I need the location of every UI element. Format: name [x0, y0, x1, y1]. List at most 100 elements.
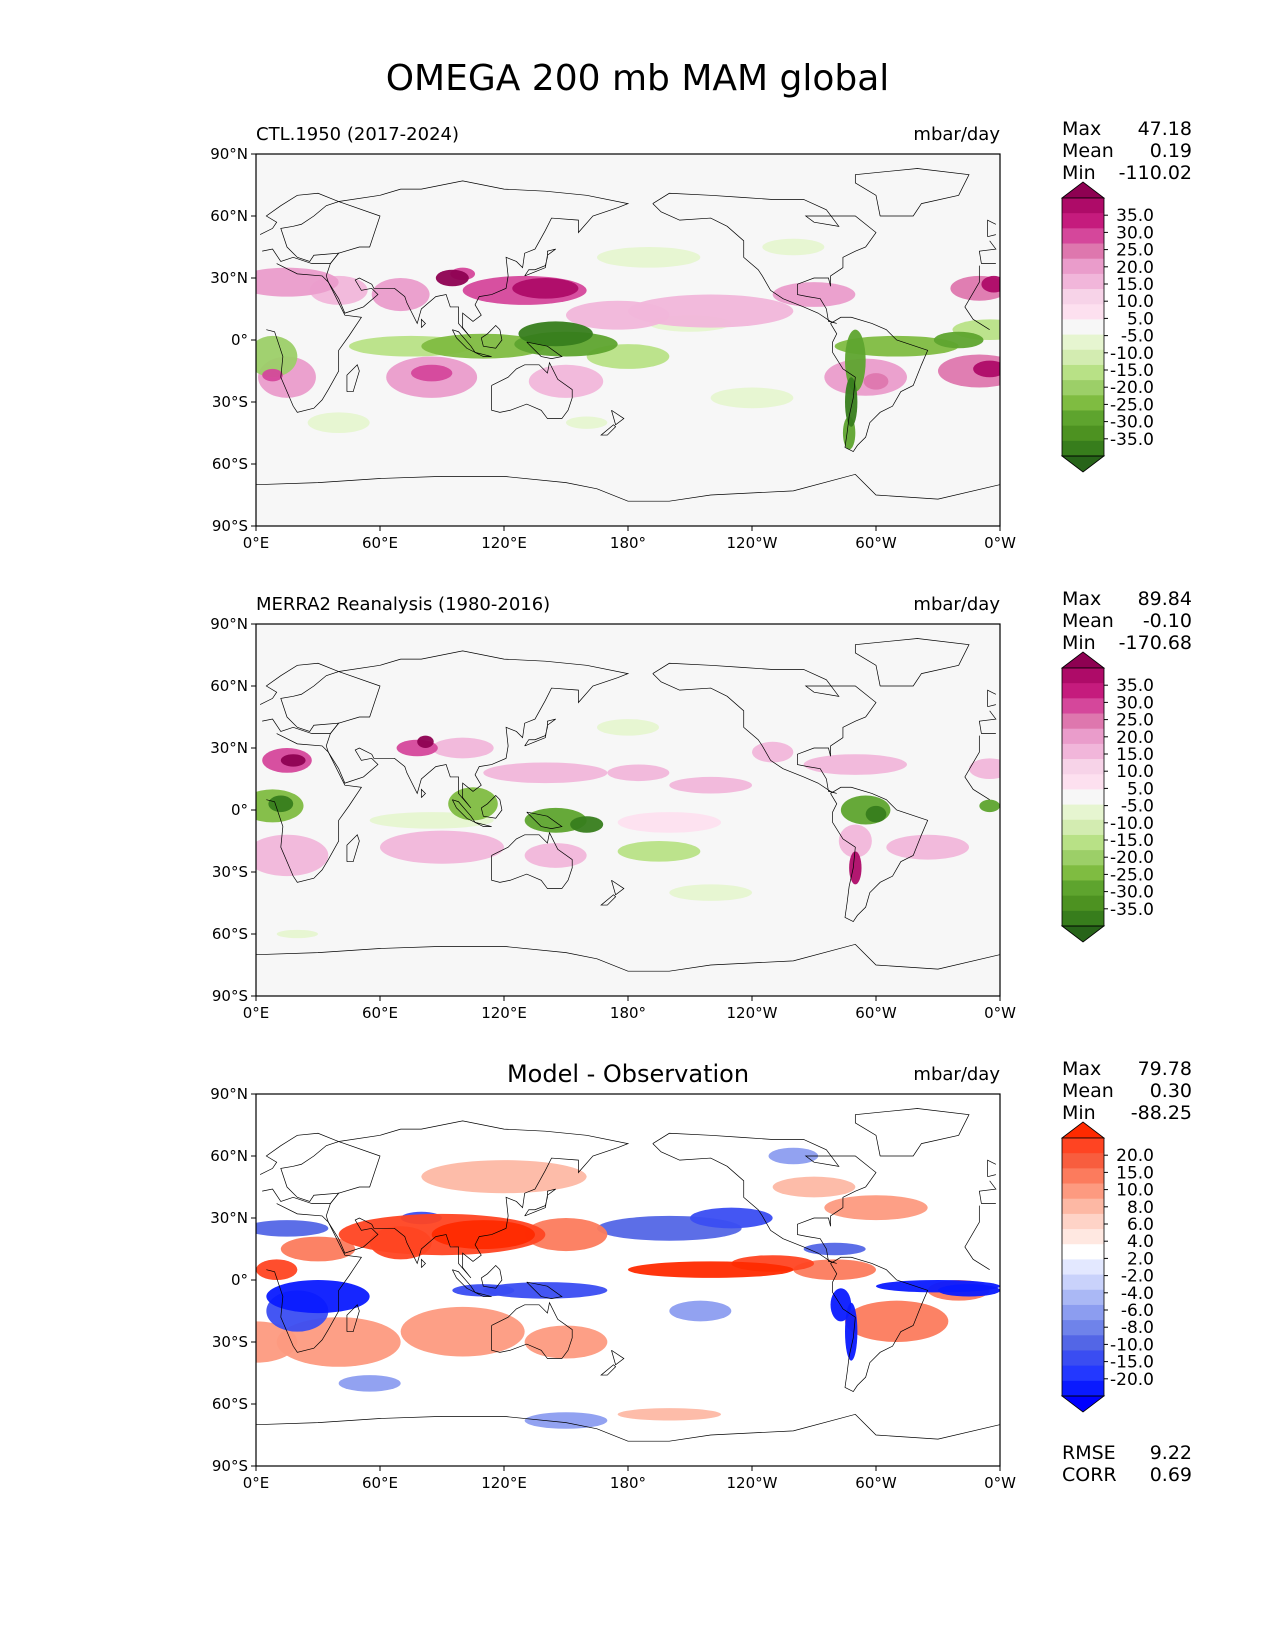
coastline: [652, 662, 877, 794]
field-contour: [865, 805, 887, 823]
coastline: [346, 364, 360, 393]
coastline: [325, 650, 630, 809]
coastline: [854, 168, 970, 217]
coastline: [987, 219, 997, 238]
lat-tick-label: 0°: [231, 1271, 248, 1289]
lon-tick-label: 0°E: [243, 1474, 270, 1492]
field-contour: [566, 300, 670, 330]
colorbar-segment: [1062, 1350, 1104, 1367]
colorbar-frame: [1061, 197, 1105, 457]
colorbar-segment: [1062, 273, 1104, 290]
map-panel: 90°N 60°N 30°N 0° 30°S 60°S 90°S 0°E 60°E 120°E 18…: [0, 588, 1275, 1060]
stat-max: Max 47.18: [1062, 118, 1192, 140]
stats-box: Max 47.18 Mean 0.19 Min -110.02: [1062, 118, 1192, 184]
colorbar-segment: [1062, 1380, 1104, 1397]
colorbar-segment: [1062, 198, 1104, 214]
colorbar-label: 10.0: [1116, 762, 1154, 782]
colorbar-segment: [1062, 668, 1104, 684]
coastline: [420, 788, 426, 798]
map-panel: 90°N 60°N 30°N 0° 30°S 60°S 90°S 0°E 60°E 120°E 18…: [0, 118, 1275, 590]
lon-tick-label: 180°: [610, 1004, 646, 1022]
colorbar-label: -10.0: [1110, 814, 1154, 834]
coastline: [266, 263, 990, 413]
colorbar-segment: [1062, 880, 1104, 897]
field-contour: [266, 1280, 370, 1314]
colorbar-label: -10.0: [1110, 1335, 1154, 1355]
field-layer: [256, 719, 1000, 939]
colorbar-label: 8.0: [1127, 1198, 1154, 1218]
coastline: [526, 811, 563, 829]
colorbar-extend-top: [1060, 1121, 1106, 1139]
field-contour: [938, 1284, 1000, 1297]
field-contour: [793, 1259, 877, 1280]
stat-mean-value: 0.19: [1149, 140, 1192, 162]
field-contour: [845, 329, 866, 392]
field-contour: [803, 754, 907, 775]
field-contour: [628, 294, 794, 328]
field-contour: [448, 787, 498, 821]
field-contour: [669, 884, 753, 901]
colorbar-label: -15.0: [1110, 1353, 1154, 1373]
field-contour: [570, 816, 604, 833]
colorbar-label: -5.0: [1121, 797, 1154, 817]
colorbar-label: 20.0: [1116, 258, 1154, 278]
field-contour: [256, 267, 339, 297]
coastline: [259, 192, 997, 264]
coastline: [266, 733, 990, 883]
skill-scores: RMSE 9.22 CORR 0.69: [1062, 1442, 1192, 1486]
field-contour: [256, 1259, 298, 1280]
field-contour: [421, 1160, 587, 1194]
panel-title: CTL.1950 (2017-2024): [256, 124, 460, 145]
lat-tick-label: 90°N: [210, 615, 248, 633]
field-contour: [307, 412, 370, 433]
colorbar-label: 15.0: [1116, 1163, 1154, 1183]
colorbar-segment: [1062, 440, 1104, 457]
colorbar-extend-bottom: [1060, 455, 1106, 473]
field-contour: [452, 1284, 515, 1297]
stat-mean-label: Mean: [1062, 1080, 1114, 1102]
field-contour: [276, 929, 319, 939]
lat-tick-label: 60°N: [210, 677, 248, 695]
coastline: [256, 1413, 1000, 1442]
colorbar-segment: [1062, 258, 1104, 275]
field-contour: [400, 1306, 525, 1357]
lon-tick-label: 0°E: [243, 534, 270, 552]
colorbar-label: -30.0: [1110, 883, 1154, 903]
coastline: [256, 473, 1000, 502]
colorbar-segment: [1062, 834, 1104, 851]
stat-min: Min -88.25: [1062, 1102, 1192, 1124]
coastlines: [256, 638, 1000, 972]
stat-mean-value: 0.30: [1149, 1080, 1192, 1102]
field-contour: [669, 1300, 732, 1322]
lat-tick-label: 30°S: [212, 1333, 248, 1351]
field-contour: [256, 335, 298, 378]
colorbar-label: -10.0: [1110, 344, 1154, 364]
lat-tick-label: 0°: [231, 801, 248, 819]
field-contour: [566, 416, 608, 429]
lat-tick-label: 60°S: [212, 925, 248, 943]
lat-tick-label: 90°N: [210, 145, 248, 163]
stat-mean: Mean 0.30: [1062, 1080, 1192, 1102]
field-contour: [380, 830, 504, 864]
lon-tick-label: 0°W: [984, 1474, 1016, 1492]
colorbar-segment: [1062, 1259, 1104, 1276]
lon-tick-label: 120°E: [481, 534, 527, 552]
field-contour: [845, 377, 858, 427]
colorbar-label: -5.0: [1121, 327, 1154, 347]
field-contour: [845, 1302, 858, 1361]
colorbar-label: 35.0: [1116, 676, 1154, 696]
coastline: [830, 316, 929, 453]
colorbar-segment: [1062, 1153, 1104, 1169]
field-contour: [772, 282, 856, 307]
coastline: [652, 192, 877, 324]
lat-tick-label: 30°N: [210, 269, 248, 287]
coastline: [524, 248, 556, 277]
colorbar-segment: [1062, 1244, 1104, 1260]
colorbar-label: 20.0: [1116, 728, 1154, 748]
map-plot: 90°N 60°N 30°N 0° 30°S 60°S 90°S0°E 60°E 120°E 18…: [210, 615, 1154, 1022]
field-contour: [834, 335, 959, 357]
field-contour: [690, 1207, 773, 1229]
colorbar-label: -15.0: [1110, 361, 1154, 381]
colorbar-label: 35.0: [1116, 206, 1154, 226]
colorbar-label: 2.0: [1127, 1249, 1154, 1269]
